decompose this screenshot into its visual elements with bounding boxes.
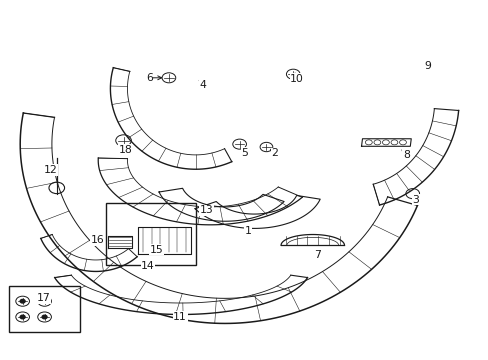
Circle shape xyxy=(42,315,47,319)
Text: 18: 18 xyxy=(119,145,132,155)
Text: 4: 4 xyxy=(199,80,206,90)
Text: 5: 5 xyxy=(241,148,247,158)
Circle shape xyxy=(20,300,25,303)
Text: 17: 17 xyxy=(37,293,50,303)
Text: 13: 13 xyxy=(199,206,213,216)
Bar xyxy=(105,203,195,265)
Circle shape xyxy=(20,315,25,319)
Circle shape xyxy=(42,300,47,303)
Text: 11: 11 xyxy=(173,312,186,322)
Text: 12: 12 xyxy=(44,165,58,175)
Text: 16: 16 xyxy=(90,235,104,245)
Text: 8: 8 xyxy=(402,150,409,160)
Text: 9: 9 xyxy=(423,61,430,71)
Text: 15: 15 xyxy=(149,245,163,255)
Text: 1: 1 xyxy=(244,226,251,236)
Text: 2: 2 xyxy=(271,148,278,158)
Bar xyxy=(9,286,80,332)
Text: 7: 7 xyxy=(314,249,321,260)
Text: 14: 14 xyxy=(141,261,155,271)
Text: 3: 3 xyxy=(412,195,419,205)
Text: 6: 6 xyxy=(146,73,153,83)
Text: 10: 10 xyxy=(290,74,304,84)
